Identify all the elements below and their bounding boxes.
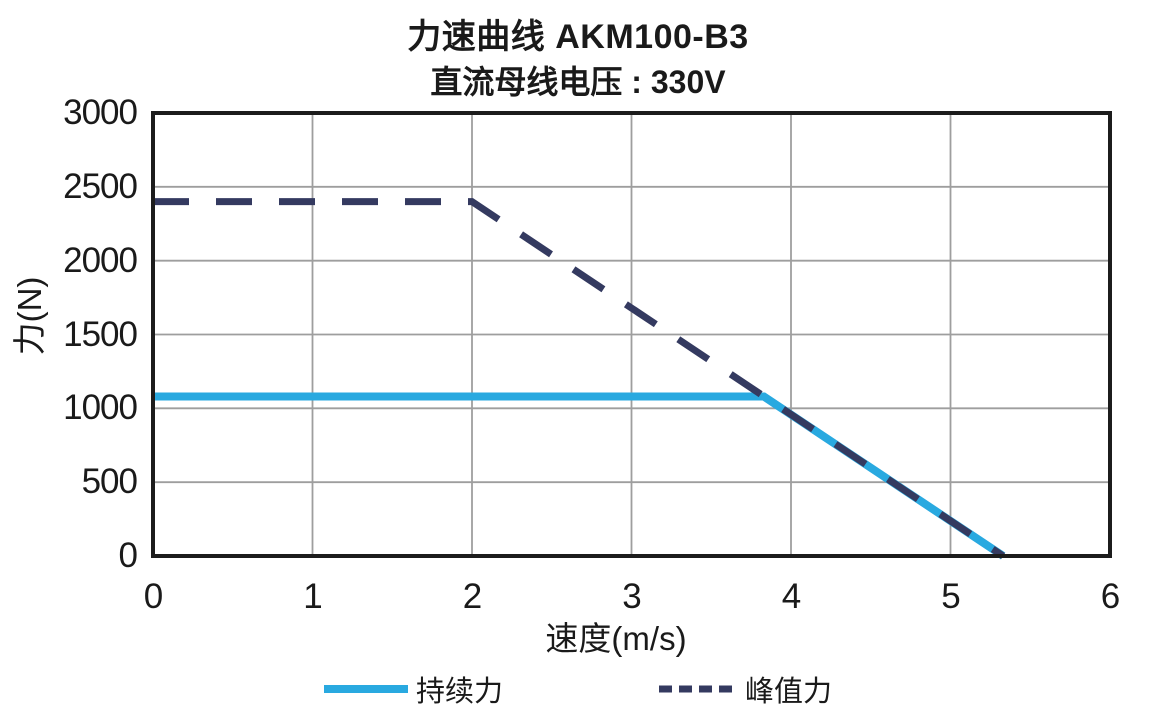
- y-tick-label: 0: [118, 536, 138, 575]
- y-tick-label: 1500: [63, 314, 138, 354]
- x-tick-label: 1: [303, 577, 322, 616]
- x-tick-label: 6: [1100, 577, 1120, 616]
- legend-label-peak-force: 峰值力: [745, 676, 833, 708]
- peak-force-line: [153, 198, 1006, 559]
- legend-label-continuous-force: 持续力: [415, 676, 503, 708]
- legend-item-continuous-force: 持续力: [323, 668, 503, 710]
- y-tick-label: 3000: [63, 93, 138, 132]
- y-tick-label: 500: [81, 462, 138, 502]
- y-tick-label: 2000: [63, 240, 138, 280]
- x-tick-label: 5: [941, 577, 960, 616]
- x-tick-label: 0: [143, 577, 163, 616]
- chart-title: 力速曲线 AKM100-B3: [407, 18, 749, 56]
- x-tick-label: 3: [622, 577, 641, 616]
- y-tick-label: 1000: [63, 388, 138, 428]
- x-tick-label: 2: [462, 577, 482, 616]
- legend-item-peak-force: 峰值力: [659, 668, 832, 710]
- continuous-force-line-swatch: [323, 685, 408, 693]
- peak-force-line-swatch: [659, 685, 737, 693]
- x-axis-label: 速度(m/s): [545, 620, 687, 657]
- plot-area: [151, 111, 1112, 560]
- chart-subtitle: 直流母线电压 : 330V: [430, 64, 726, 100]
- y-tick-label: 2500: [63, 166, 138, 206]
- continuous-force-line: [153, 392, 1006, 560]
- plot-frame: [151, 111, 1112, 558]
- legend: 持续力 峰值力: [0, 668, 1156, 710]
- x-tick-label: 4: [781, 577, 801, 616]
